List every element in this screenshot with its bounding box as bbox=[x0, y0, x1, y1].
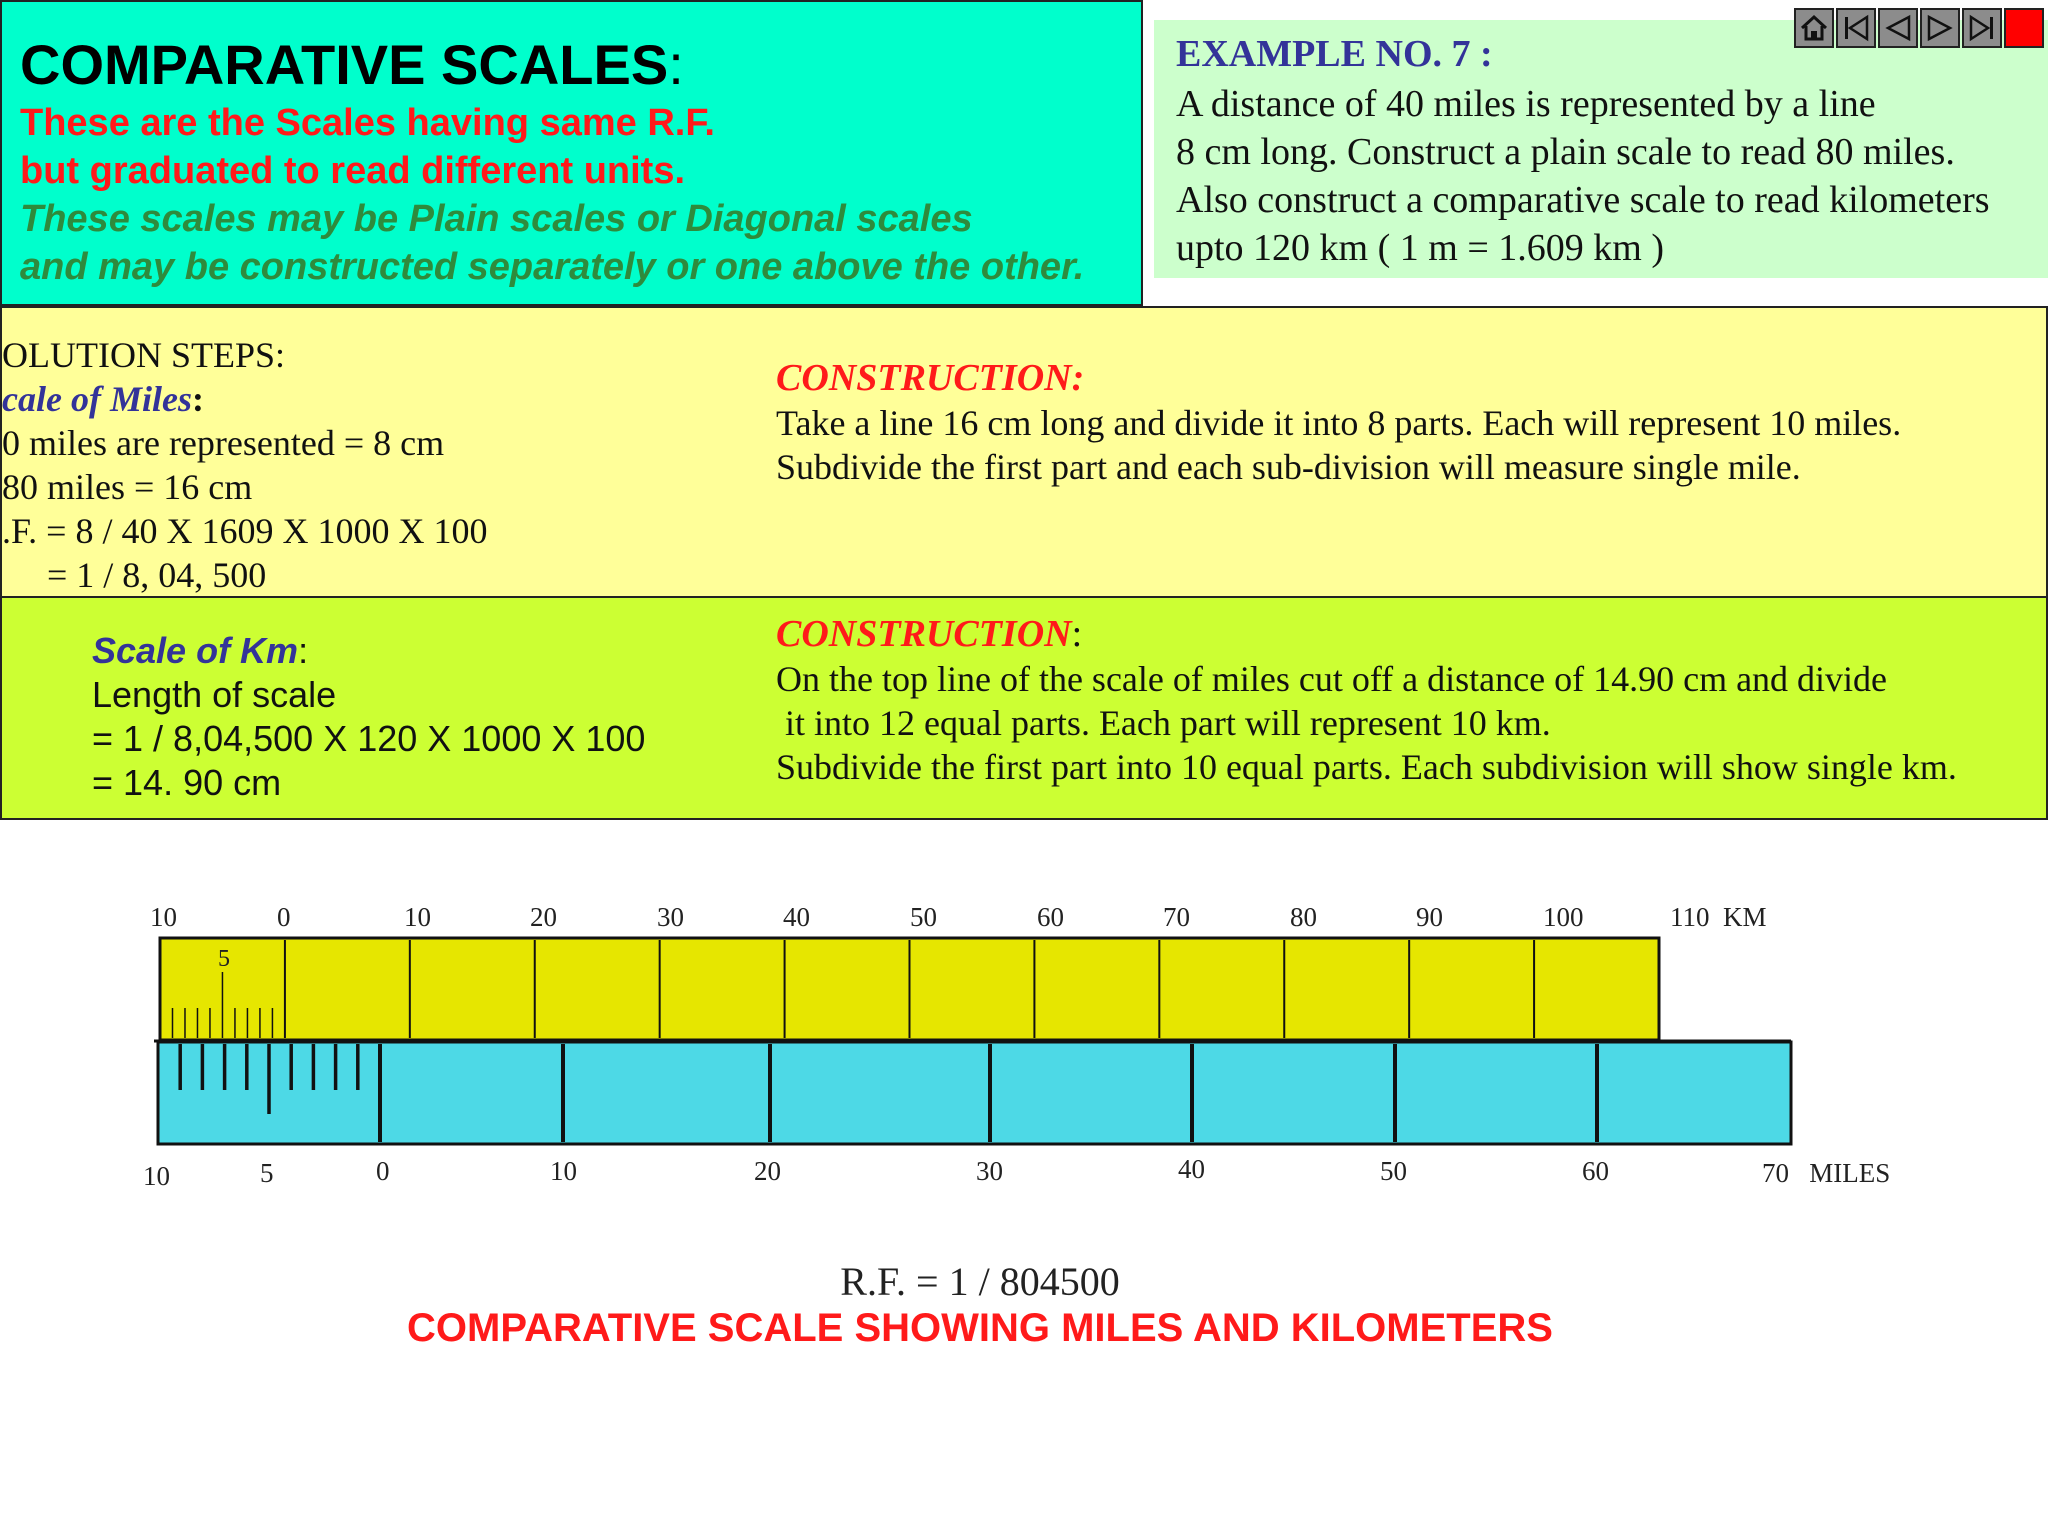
km-label: 50 bbox=[910, 902, 937, 932]
km-line-2: = 1 / 8,04,500 X 120 X 1000 X 100 bbox=[92, 718, 646, 759]
comparative-scale-diagram: 10 0 10 20 30 40 50 60 70 80 90 100 110 … bbox=[143, 902, 1890, 1191]
page-title: COMPARATIVE SCALES: bbox=[20, 33, 684, 96]
miles-label: 0 bbox=[376, 1156, 390, 1186]
scale-of-km-heading: Scale of Km: bbox=[92, 630, 309, 671]
km-label: 30 bbox=[657, 902, 684, 932]
miles-construction-line-1: Take a line 16 cm long and divide it int… bbox=[776, 403, 1902, 443]
first-slide-icon[interactable] bbox=[1836, 8, 1876, 48]
solution-line-2: 80 miles = 16 cm bbox=[2, 467, 253, 507]
stop-icon[interactable] bbox=[2004, 8, 2044, 48]
km-panel: Scale of Km: Length of scale = 1 / 8,04,… bbox=[0, 596, 2048, 820]
miles-label: 5 bbox=[260, 1158, 274, 1188]
home-icon[interactable] bbox=[1794, 8, 1834, 48]
diagram-caption: COMPARATIVE SCALE SHOWING MILES AND KILO… bbox=[407, 1306, 1553, 1350]
example-panel: EXAMPLE NO. 7 : A distance of 40 miles i… bbox=[1154, 20, 2048, 278]
miles-label: 30 bbox=[976, 1156, 1003, 1186]
solution-line-4: = 1 / 8, 04, 500 bbox=[2, 555, 267, 595]
km-label: 90 bbox=[1416, 902, 1443, 932]
intro-green-line-1: These scales may be Plain scales or Diag… bbox=[20, 198, 973, 240]
miles-label: 40 bbox=[1178, 1154, 1205, 1184]
slide-nav bbox=[1794, 8, 2046, 52]
km-line-1: Length of scale bbox=[92, 674, 337, 715]
km-construction-line-1: On the top line of the scale of miles cu… bbox=[776, 659, 1888, 699]
scale-of-miles-heading: cale of Miles: bbox=[2, 379, 204, 419]
miles-scale-subdivisions bbox=[178, 1044, 360, 1114]
example-heading: EXAMPLE NO. 7 : bbox=[1176, 33, 1493, 75]
miles-scale-bar bbox=[156, 1040, 1793, 1146]
km-label: 60 bbox=[1037, 902, 1064, 932]
km-label: 40 bbox=[783, 902, 810, 932]
km-construction-heading: CONSTRUCTION: bbox=[776, 613, 1083, 655]
solution-steps-heading: OLUTION STEPS: bbox=[2, 335, 286, 375]
solution-line-1: 0 miles are represented = 8 cm bbox=[2, 423, 445, 463]
km-sub-label: 5 bbox=[218, 946, 230, 972]
km-construction-line-3: Subdivide the first part into 10 equal p… bbox=[776, 747, 1957, 787]
miles-construction-line-2: Subdivide the first part and each sub-di… bbox=[776, 447, 1801, 487]
miles-scale-ticks bbox=[378, 1044, 1599, 1142]
intro-green-line-2: and may be constructed separately or one… bbox=[20, 246, 1085, 288]
intro-red-line-2: but graduated to read different units. bbox=[20, 150, 686, 192]
miles-label: 60 bbox=[1582, 1156, 1609, 1186]
last-slide-icon[interactable] bbox=[1962, 8, 2002, 48]
km-label: 10 bbox=[150, 902, 177, 932]
km-line-3: = 14. 90 cm bbox=[92, 762, 282, 803]
km-scale-subdivisions bbox=[171, 972, 274, 1038]
example-line-1: A distance of 40 miles is represented by… bbox=[1176, 83, 1876, 125]
km-label: 20 bbox=[530, 902, 557, 932]
km-label: 100 bbox=[1543, 902, 1584, 932]
miles-label: 10 bbox=[550, 1156, 577, 1186]
km-label: 0 bbox=[277, 902, 291, 932]
miles-construction-heading: CONSTRUCTION: bbox=[776, 357, 1085, 399]
intro-panel: COMPARATIVE SCALES: These are the Scales… bbox=[0, 0, 1143, 306]
solution-panel: OLUTION STEPS: cale of Miles: 0 miles ar… bbox=[0, 306, 2048, 598]
miles-label: 10 bbox=[143, 1161, 170, 1191]
km-scale-ticks bbox=[283, 940, 1536, 1038]
solution-line-3: .F. = 8 / 40 X 1609 X 1000 X 100 bbox=[2, 511, 488, 551]
km-label: 10 bbox=[404, 902, 431, 932]
km-label: 110 KM bbox=[1670, 902, 1767, 932]
miles-label: 50 bbox=[1380, 1156, 1407, 1186]
miles-label: 70 MILES bbox=[1762, 1158, 1890, 1188]
previous-slide-icon[interactable] bbox=[1878, 8, 1918, 48]
km-label: 80 bbox=[1290, 902, 1317, 932]
km-construction-line-2: it into 12 equal parts. Each part will r… bbox=[776, 703, 1551, 743]
rf-caption: R.F. = 1 / 804500 bbox=[840, 1259, 1120, 1304]
example-line-4: upto 120 km ( 1 m = 1.609 km ) bbox=[1176, 227, 1664, 269]
example-line-2: 8 cm long. Construct a plain scale to re… bbox=[1176, 131, 1955, 173]
km-label: 70 bbox=[1163, 902, 1190, 932]
miles-label: 20 bbox=[754, 1156, 781, 1186]
intro-red-line-1: These are the Scales having same R.F. bbox=[20, 102, 715, 144]
next-slide-icon[interactable] bbox=[1920, 8, 1960, 48]
example-line-3: Also construct a comparative scale to re… bbox=[1176, 179, 1990, 221]
